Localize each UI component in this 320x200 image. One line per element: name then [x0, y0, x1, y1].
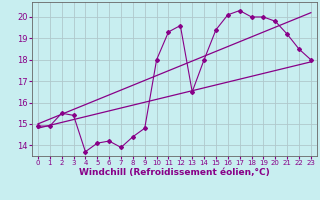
X-axis label: Windchill (Refroidissement éolien,°C): Windchill (Refroidissement éolien,°C) — [79, 168, 270, 177]
